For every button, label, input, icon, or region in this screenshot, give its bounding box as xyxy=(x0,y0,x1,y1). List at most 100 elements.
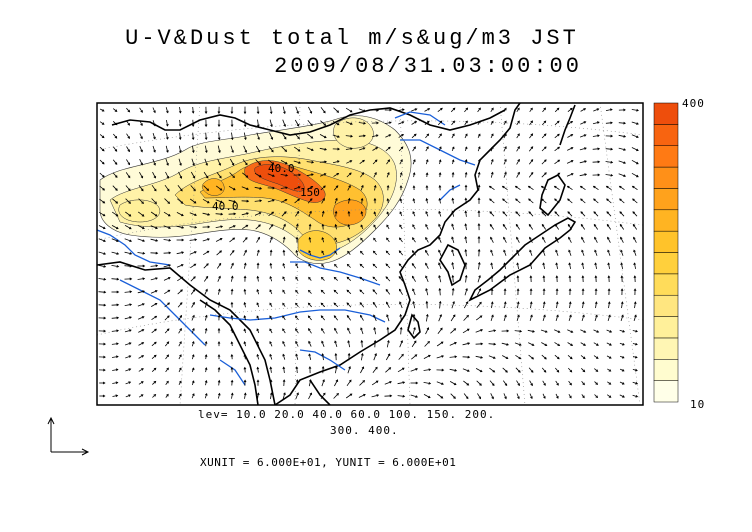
wind-arrow xyxy=(529,393,533,399)
wind-arrow xyxy=(567,121,573,125)
wind-arrowhead xyxy=(426,327,430,330)
wind-arrow xyxy=(567,211,573,217)
wind-arrowhead xyxy=(623,108,626,112)
wind-arrowhead xyxy=(623,135,627,138)
wind-arrowhead xyxy=(204,367,208,370)
wind-arrowhead xyxy=(467,355,471,359)
wind-arrow xyxy=(138,381,144,385)
wind-arrowhead xyxy=(334,327,337,331)
wind-arrow xyxy=(112,108,118,112)
wind-arrow xyxy=(125,172,131,178)
wind-arrow xyxy=(371,109,379,111)
wind-arrowhead xyxy=(375,147,379,150)
wind-arrowhead xyxy=(635,329,638,333)
wind-arrow xyxy=(439,288,441,296)
wind-arrow xyxy=(412,237,416,243)
wind-arrowhead xyxy=(567,198,570,202)
wind-arrow xyxy=(438,211,442,217)
wind-arrowhead xyxy=(115,188,118,191)
wind-arrowhead xyxy=(544,159,547,162)
wind-arrow xyxy=(569,263,571,269)
wind-arrowhead xyxy=(595,356,599,359)
wind-arrow xyxy=(99,198,105,204)
wind-arrow xyxy=(164,341,170,347)
wind-arrow xyxy=(138,185,144,191)
wind-arrowhead xyxy=(584,147,587,150)
wind-arrowhead xyxy=(440,341,444,344)
wind-arrowhead xyxy=(362,380,366,383)
wind-arrowhead xyxy=(220,212,224,216)
wind-arrow xyxy=(112,133,118,139)
contour-label: 150 xyxy=(300,186,320,199)
wind-arrow xyxy=(386,159,390,165)
wind-arrowhead xyxy=(372,250,376,254)
wind-arrowhead xyxy=(376,121,379,125)
wind-arrow xyxy=(347,366,351,374)
wind-arrow xyxy=(348,198,350,204)
wind-arrow xyxy=(229,237,235,243)
wind-arrowhead xyxy=(529,301,533,305)
wind-arrowhead xyxy=(282,353,285,357)
wind-arrowhead xyxy=(269,302,272,306)
wind-arrowhead xyxy=(516,262,519,266)
wind-arrow xyxy=(112,369,118,371)
wind-arrow xyxy=(515,211,521,217)
wind-arrowhead xyxy=(633,236,636,240)
wind-arrowhead xyxy=(594,249,597,253)
wind-arrowhead xyxy=(243,275,247,279)
wind-arrow xyxy=(632,394,638,398)
wind-arrowhead xyxy=(620,288,624,291)
wind-arrowhead xyxy=(204,392,208,396)
wind-arrowhead xyxy=(155,251,159,255)
wind-arrow xyxy=(176,225,184,229)
wind-arrowhead xyxy=(376,394,380,397)
wind-arrow xyxy=(582,263,584,269)
wind-arrow xyxy=(139,172,143,178)
wind-arrow xyxy=(502,367,508,373)
wind-arrowhead xyxy=(193,188,196,192)
wind-arrow xyxy=(256,289,260,295)
wind-arrow xyxy=(98,238,106,242)
wind-arrowhead xyxy=(204,327,208,331)
wind-arrowhead xyxy=(479,369,483,373)
wind-arrowhead xyxy=(320,315,324,318)
wind-arrowhead xyxy=(333,302,337,306)
wind-arrowhead xyxy=(582,356,586,360)
wind-arrowhead xyxy=(427,120,430,124)
wind-arrowhead xyxy=(464,223,468,227)
wind-arrow xyxy=(192,106,194,114)
wind-arrowhead xyxy=(243,366,247,370)
wind-arrowhead xyxy=(127,136,130,139)
wind-arrow xyxy=(228,225,236,229)
wind-arrowhead xyxy=(401,121,405,124)
wind-arrow xyxy=(177,289,183,295)
wind-arrowhead xyxy=(425,172,429,175)
wind-arrow xyxy=(244,289,246,295)
wind-arrowhead xyxy=(490,301,494,305)
wind-arrow xyxy=(190,263,196,269)
wind-arrowhead xyxy=(256,288,260,292)
wind-arrowhead xyxy=(579,185,583,189)
wind-arrowhead xyxy=(282,315,285,319)
wind-arrow xyxy=(124,342,132,346)
wind-arrowhead xyxy=(347,237,350,241)
wind-arrowhead xyxy=(311,173,314,176)
wind-arrowhead xyxy=(491,133,494,137)
wind-arrow xyxy=(541,211,547,217)
wind-arrowhead xyxy=(438,249,441,253)
wind-arrow xyxy=(556,263,558,269)
wind-arrowhead xyxy=(245,175,249,178)
wind-arrowhead xyxy=(283,223,286,227)
wind-arrowhead xyxy=(606,198,609,202)
wind-arrow xyxy=(541,342,547,346)
wind-arrow xyxy=(621,263,623,269)
wind-arrow xyxy=(450,107,456,113)
wind-arrow xyxy=(125,394,131,398)
wind-arrow xyxy=(268,159,274,165)
wind-arrowhead xyxy=(129,316,132,319)
wind-arrowhead xyxy=(311,148,314,151)
wind-arrowhead xyxy=(230,301,234,305)
wind-arrow xyxy=(126,159,130,165)
wind-arrowhead xyxy=(219,188,223,191)
wind-arrow xyxy=(618,134,626,138)
